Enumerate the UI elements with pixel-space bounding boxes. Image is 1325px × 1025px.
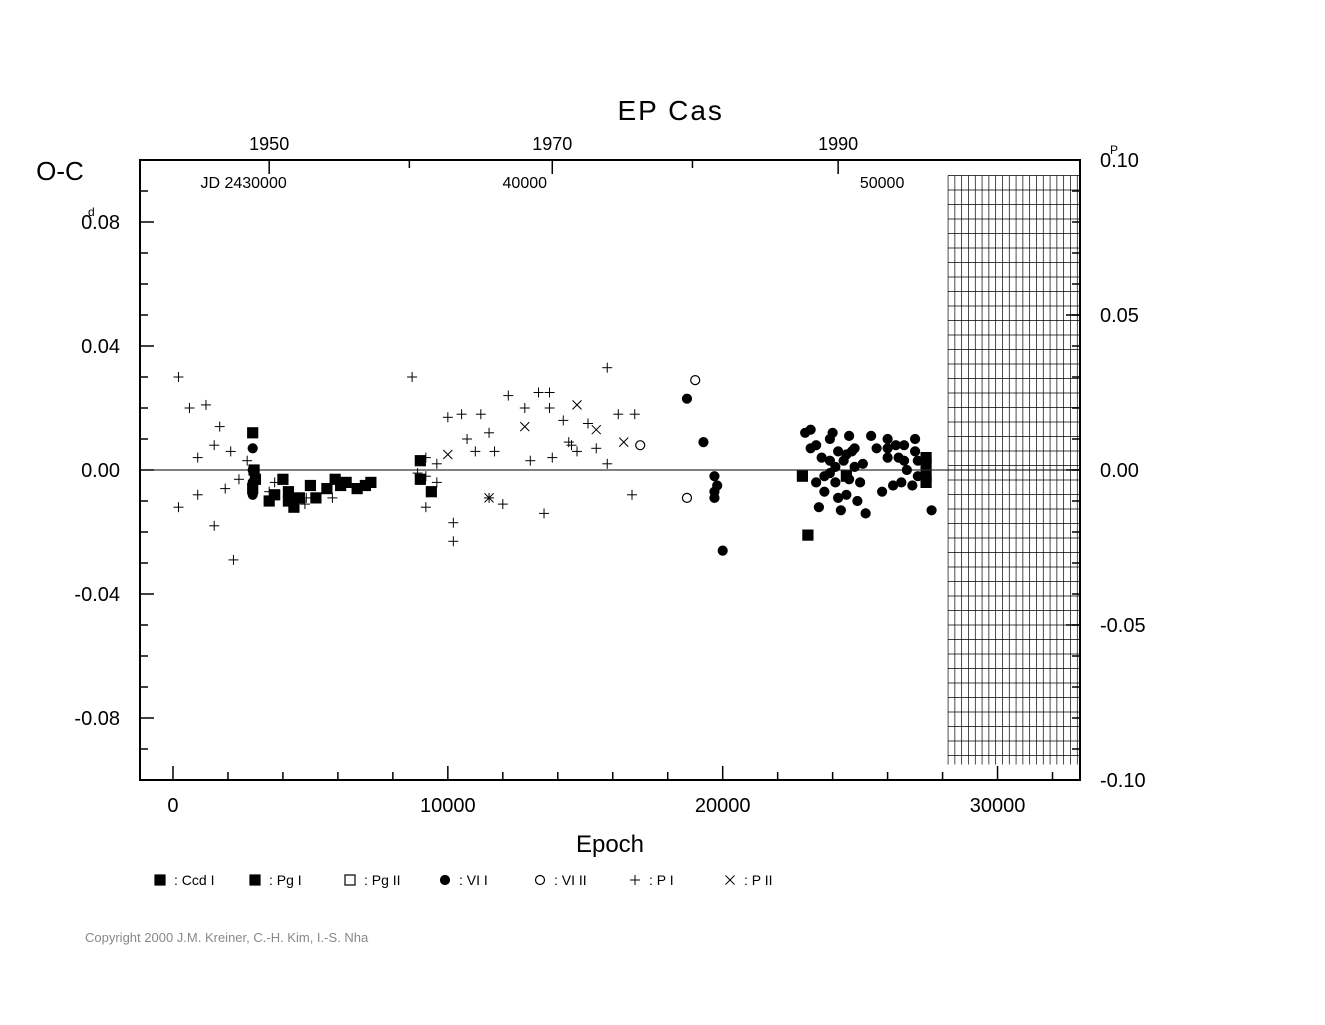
svg-text:1950: 1950 (249, 134, 289, 154)
svg-text:-0.05: -0.05 (1100, 615, 1146, 637)
svg-text:-0.10: -0.10 (1100, 770, 1146, 792)
svg-text:0.00: 0.00 (81, 460, 120, 482)
svg-text:O-C: O-C (36, 156, 84, 186)
svg-text:1990: 1990 (818, 134, 858, 154)
svg-text:: VI II: : VI II (554, 872, 587, 888)
chart-svg: EP Cas 0 10000 20000 30000 Epoch 1950 1970 1990 J… (0, 0, 1325, 1020)
svg-text:40000: 40000 (503, 175, 548, 192)
svg-text:-0.08: -0.08 (74, 708, 120, 730)
svg-text:1970: 1970 (532, 134, 572, 154)
svg-text:-0.04: -0.04 (74, 584, 120, 606)
svg-text:20000: 20000 (695, 795, 751, 817)
svg-text:d: d (88, 205, 95, 219)
svg-text:: VI I: : VI I (459, 872, 488, 888)
svg-text:: P II: : P II (744, 872, 773, 888)
svg-text:0: 0 (167, 795, 178, 817)
svg-text:0.05: 0.05 (1100, 305, 1139, 327)
svg-text:0.10: 0.10 (1100, 150, 1139, 172)
svg-text:50000: 50000 (860, 175, 905, 192)
svg-text:: Pg II: : Pg II (364, 872, 401, 888)
svg-text:30000: 30000 (970, 795, 1026, 817)
svg-text:JD 2430000: JD 2430000 (200, 175, 286, 192)
svg-text:: Ccd I: : Ccd I (174, 872, 214, 888)
svg-text:: P I: : P I (649, 872, 674, 888)
svg-text:0.04: 0.04 (81, 336, 120, 358)
svg-text:10000: 10000 (420, 795, 476, 817)
copyright-text: Copyright 2000 J.M. Kreiner, C.-H. Kim, … (85, 930, 368, 945)
svg-text:P: P (1110, 143, 1118, 157)
svg-text:: Pg I: : Pg I (269, 872, 302, 888)
svg-text:0.00: 0.00 (1100, 460, 1139, 482)
svg-text:Epoch: Epoch (576, 831, 644, 858)
svg-text:0.08: 0.08 (81, 212, 120, 234)
svg-text:EP Cas: EP Cas (618, 95, 724, 126)
oc-diagram: EP Cas 0 10000 20000 30000 Epoch 1950 1970 1990 J… (0, 0, 1325, 1025)
